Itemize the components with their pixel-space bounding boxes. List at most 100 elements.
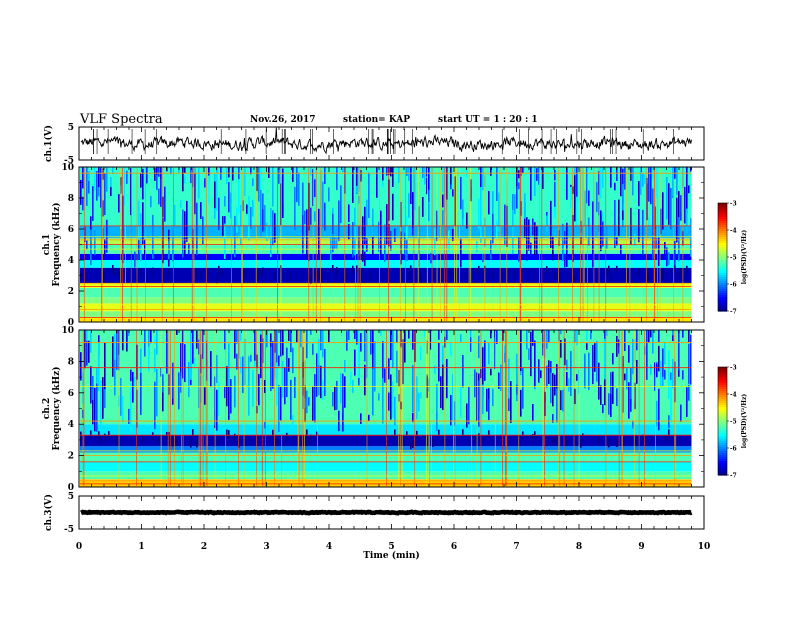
ch1-spectrogram-streak [138, 239, 140, 260]
ch1-spectrogram-streak [186, 200, 188, 242]
ch2-colorbar-swatch [718, 387, 727, 390]
ch2-spectrogram-ytick-label: 4 [68, 420, 74, 430]
ch1-spectrogram-streak [282, 168, 284, 214]
ch2-spectrogram-streak [488, 399, 490, 421]
ch2-spectrogram-streak [634, 339, 636, 362]
ch2-spectrogram-streak [390, 374, 392, 420]
ch2-spectrogram-streak [266, 330, 268, 348]
ch2-spectrogram-streak [442, 437, 444, 446]
ch2-spectrogram-streak [658, 330, 660, 342]
ch1-spectrogram-streak [478, 265, 480, 274]
ch1-spectrogram-streak [290, 271, 292, 280]
ch1-spectrogram-streak [332, 213, 334, 253]
ch2-spectrogram-band [80, 471, 692, 480]
ch2-spectrogram-streak [244, 338, 246, 385]
ch1-spectrogram-streak [356, 265, 358, 274]
ch2-spectrogram-streak [394, 429, 396, 438]
ch2-spectrogram-streak [150, 330, 152, 344]
ch1-spectrogram-streak [672, 167, 674, 197]
ch2-colorbar-swatch [718, 435, 727, 438]
ch2-spectrogram-streak [576, 330, 578, 346]
ch2-spectrogram-streak [310, 434, 312, 443]
ch2-colorbar-swatch [718, 401, 727, 404]
ch1-spectrogram-streak [100, 167, 102, 207]
ch1-spectrogram-streak [530, 167, 532, 201]
ch2-spectrogram-streak [600, 385, 602, 405]
ch1-colorbar-swatch [718, 271, 727, 274]
ch1-spectrogram-streak [620, 244, 622, 258]
ch2-spectrogram-streak [112, 336, 114, 377]
ch1-spectrogram-streak [354, 207, 356, 256]
ch1-colorbar-swatch [718, 295, 727, 298]
ch1-spectrogram-streak [406, 215, 408, 261]
ch2-spectrogram-streak [388, 392, 390, 411]
ch2-colorbar-swatch [718, 413, 727, 416]
ch1-colorbar-swatch [718, 225, 727, 228]
ch2-spectrogram-streak [604, 376, 606, 406]
ch1-spectrogram-streak [620, 167, 622, 197]
ch2-spectrogram-streak [678, 369, 680, 377]
ch1-colorbar-swatch [718, 233, 727, 236]
ch1-spectrogram-band [80, 253, 692, 260]
ch1-colorbar-swatch [718, 297, 727, 300]
ch2-spectrogram-streak [172, 438, 174, 447]
ch2-spectrogram-streak [646, 351, 648, 380]
ch1-spectrogram-streak [244, 167, 246, 197]
ch1-spectrogram-streak [306, 209, 308, 259]
ch2-spectrogram-streak [200, 375, 202, 403]
ch2-colorbar-swatch [718, 455, 727, 458]
ch2-colorbar-swatch [718, 381, 727, 384]
ch1-spectrogram-streak [686, 208, 688, 234]
ch1-colorbar-tick-label: -7 [730, 309, 737, 316]
ch2-spectrogram-streak [416, 376, 418, 420]
ch2-spectrogram-streak [672, 358, 674, 389]
ch1-spectrogram-streak [278, 167, 280, 184]
ch1-colorbar-swatch [718, 235, 727, 238]
ch2-spectrogram-streak [566, 437, 568, 446]
time-tick-label: 3 [263, 542, 269, 552]
ch2-spectrogram-streak [544, 330, 546, 358]
ch2-spectrogram-streak [566, 372, 568, 386]
ch1-colorbar-swatch [718, 223, 727, 226]
ch1-spectrogram-streak [532, 218, 534, 236]
ch1-spectrogram-streak [432, 271, 434, 280]
ch2-spectrogram-streak [580, 439, 582, 448]
ch2-spectrogram-streak [548, 330, 550, 343]
ch2-colorbar-swatch [718, 379, 727, 382]
ch1-spectrogram-streak [602, 220, 604, 247]
ch1-spectrogram-streak [534, 167, 536, 197]
ch1-spectrogram-streak [524, 201, 526, 238]
ch2-spectrogram-streak [446, 330, 448, 340]
ch2-spectrogram-streak [478, 380, 480, 427]
ch1-spectrogram-streak [140, 268, 142, 276]
ch2-spectrogram-streak [190, 439, 192, 448]
ch1-spectrogram-streak [332, 264, 334, 273]
ch2-spectrogram-streak [344, 376, 346, 408]
ch1-waveform-ylabel-line: ch.1(V) [43, 125, 54, 162]
ch1-spectrogram-ytick-label: 10 [61, 163, 74, 173]
ch2-spectrogram-streak [312, 386, 314, 422]
ch2-spectrogram-streak [296, 330, 298, 343]
ch2-spectrogram-streak [300, 330, 302, 348]
ch1-spectrogram-streak [92, 186, 94, 221]
ch1-spectrogram-band [80, 225, 692, 239]
ch2-colorbar-swatch [718, 433, 727, 436]
ch2-spectrogram-streak [562, 389, 564, 412]
ch2-spectrogram-streak [166, 330, 168, 374]
ch2-colorbar-swatch [718, 369, 727, 372]
ch1-spectrogram-streak [252, 178, 254, 187]
ch1-spectrogram-streak [342, 167, 344, 173]
ch2-spectrogram-streak [540, 370, 542, 379]
ch1-spectrogram-streak [622, 184, 624, 228]
ch2-spectrogram-streak [102, 377, 104, 419]
ch1-spectrogram-streak [656, 167, 658, 199]
ch1-spectrogram-streak [156, 167, 158, 175]
ch2-spectrogram-streak [234, 330, 236, 359]
ch2-spectrogram-streak [462, 429, 464, 438]
ch2-colorbar-swatch [718, 399, 727, 402]
ch1-spectrogram-streak [264, 205, 266, 232]
ch2-spectrogram-streak [204, 387, 206, 405]
ch1-colorbar-swatch [718, 303, 727, 306]
ch2-spectrogram-streak [504, 345, 506, 355]
